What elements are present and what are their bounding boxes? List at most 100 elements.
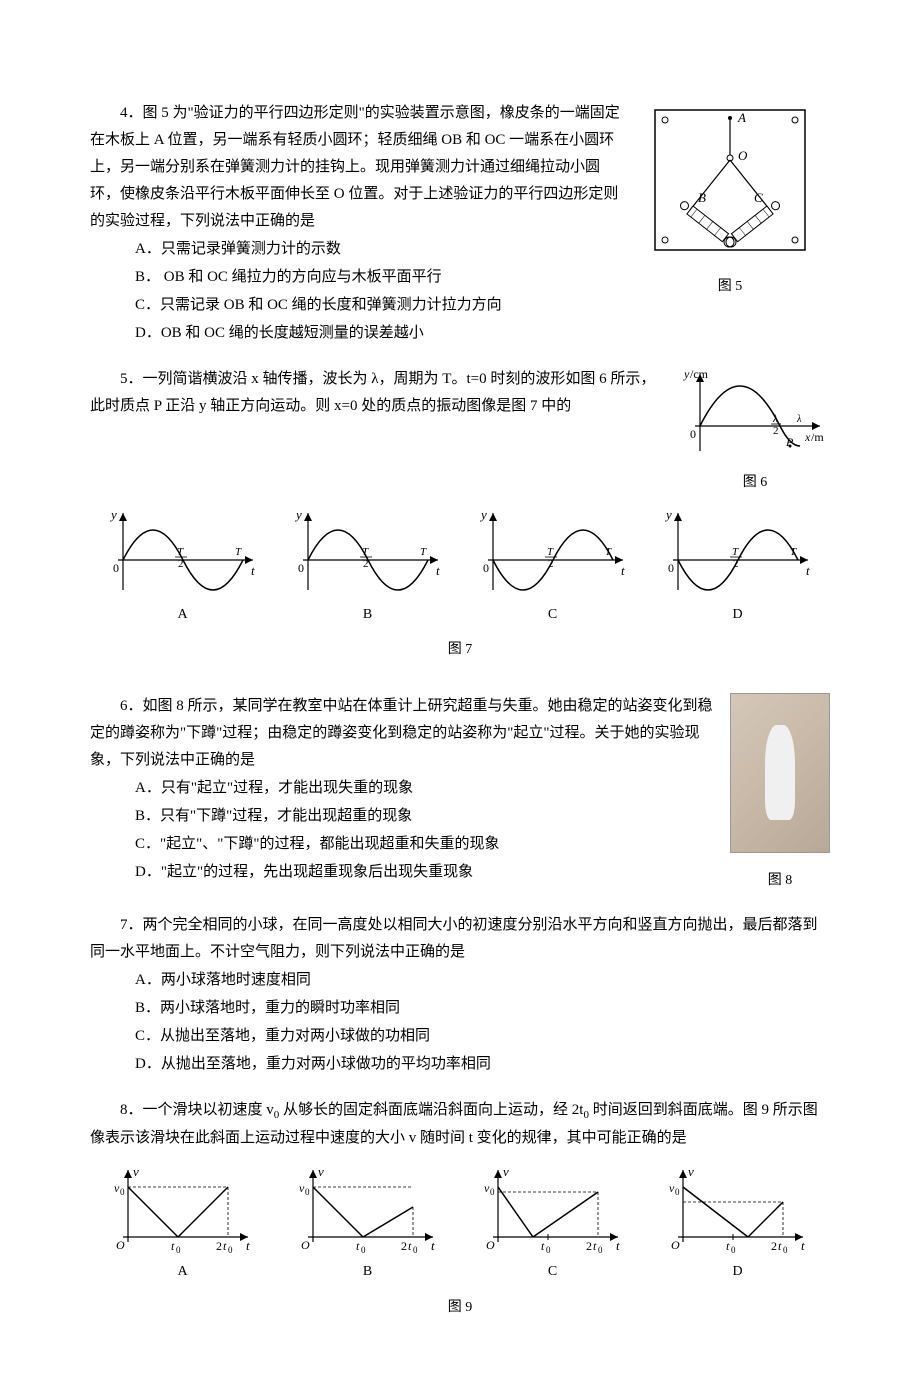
svg-text:O: O xyxy=(671,1238,680,1252)
svg-text:T: T xyxy=(790,546,797,558)
svg-text:x: x xyxy=(804,430,811,444)
svg-text:2: 2 xyxy=(771,1239,777,1253)
q8-choiceD: v v0 O t0 2t0 t D xyxy=(663,1162,813,1284)
svg-text:2: 2 xyxy=(548,558,554,570)
svg-text:t: t xyxy=(541,1239,545,1253)
figure-5-label: 图 5 xyxy=(630,274,830,299)
svg-text:0: 0 xyxy=(490,1187,495,1197)
svg-text:0: 0 xyxy=(120,1187,125,1197)
svg-text:0: 0 xyxy=(305,1187,310,1197)
svg-text:t: t xyxy=(801,1238,805,1253)
svg-text:0: 0 xyxy=(113,561,119,575)
figure-7-label: 图 7 xyxy=(90,637,830,662)
svg-text:/m: /m xyxy=(811,430,824,444)
svg-text:t: t xyxy=(356,1239,360,1253)
svg-text:O: O xyxy=(738,148,748,163)
question-8: 8．一个滑块以初速度 v0 从够长的固定斜面底端沿斜面向上运动，经 2t0 时间… xyxy=(90,1097,830,1320)
q7-options: A．两小球落地时速度相同 B．两小球落地时，重力的瞬时功率相同 C．从抛出至落地… xyxy=(135,967,830,1078)
q4-options: A．只需记录弹簧测力计的示数 B． OB 和 OC 绳拉力的方向应与木板平面平行… xyxy=(135,236,620,347)
q4-optD: D．OB 和 OC 绳的长度越短测量的误差越小 xyxy=(135,320,620,347)
q6-optD: D．"起立"的过程，先出现超重现象后出现失重现象 xyxy=(135,859,720,886)
q5-choiceA: y t 0 T 2 T A xyxy=(103,505,263,627)
svg-text:0: 0 xyxy=(675,1187,680,1197)
svg-text:t: t xyxy=(726,1239,730,1253)
svg-text:t: t xyxy=(806,563,810,578)
figure-8: 图 8 xyxy=(730,693,830,893)
svg-text:T: T xyxy=(547,546,554,558)
q5-choiceD: y t 0 T 2 T D xyxy=(658,505,818,627)
svg-text:λ: λ xyxy=(796,414,802,425)
svg-text:2: 2 xyxy=(178,558,184,570)
svg-text:t: t xyxy=(171,1239,175,1253)
svg-text:y: y xyxy=(294,507,302,522)
svg-text:/cm: /cm xyxy=(690,367,709,381)
svg-text:t: t xyxy=(251,563,255,578)
q8-choiceC: v v0 O t0 2t0 t C xyxy=(478,1162,628,1284)
svg-text:y: y xyxy=(683,367,690,381)
svg-text:T: T xyxy=(420,546,427,558)
figure-6-label: 图 6 xyxy=(680,470,830,495)
q8-text: 8．一个滑块以初速度 v0 从够长的固定斜面底端沿斜面向上运动，经 2t0 时间… xyxy=(90,1097,830,1153)
svg-text:O: O xyxy=(116,1238,125,1252)
svg-text:t: t xyxy=(431,1238,435,1253)
q7-text: 7．两个完全相同的小球，在同一高度处以相同大小的初速度分别沿水平方向和竖直方向抛… xyxy=(90,912,830,966)
svg-text:T: T xyxy=(732,546,739,558)
svg-text:0: 0 xyxy=(731,1245,736,1255)
svg-text:T: T xyxy=(605,546,612,558)
q7-optA: A．两小球落地时速度相同 xyxy=(135,967,830,994)
q5-text: 5．一列简谐横波沿 x 轴传播，波长为 λ，周期为 T。t=0 时刻的波形如图 … xyxy=(90,371,655,414)
svg-text:0: 0 xyxy=(690,427,696,441)
svg-text:y: y xyxy=(664,507,672,522)
svg-text:0: 0 xyxy=(413,1245,418,1255)
svg-text:0: 0 xyxy=(668,561,674,575)
svg-text:t: t xyxy=(593,1239,597,1253)
svg-text:v: v xyxy=(133,1164,139,1179)
svg-text:T: T xyxy=(177,546,184,558)
svg-text:2: 2 xyxy=(363,558,369,570)
figure-5: A O B C 图 5 xyxy=(630,100,830,299)
svg-text:v: v xyxy=(688,1164,694,1179)
svg-text:T: T xyxy=(235,546,242,558)
q7-optC: C．从抛出至落地，重力对两小球做的功相同 xyxy=(135,1023,830,1050)
q7-optD: D．从抛出至落地，重力对两小球做功的平均功率相同 xyxy=(135,1051,830,1078)
q6-optB: B．只有"下蹲"过程，才能出现超重的现象 xyxy=(135,803,720,830)
question-6: 图 8 6．如图 8 所示，某同学在教室中站在体重计上研究超重与失重。她由稳定的… xyxy=(90,693,830,887)
svg-text:t: t xyxy=(778,1239,782,1253)
svg-text:y: y xyxy=(109,507,117,522)
svg-text:O: O xyxy=(301,1238,310,1252)
svg-text:A: A xyxy=(737,110,746,125)
svg-text:0: 0 xyxy=(298,561,304,575)
q6-options: A．只有"起立"过程，才能出现失重的现象 B．只有"下蹲"过程，才能出现超重的现… xyxy=(135,775,720,886)
q4-optC: C．只需记录 OB 和 OC 绳的长度和弹簧测力计拉力方向 xyxy=(135,292,620,319)
q6-optA: A．只有"起立"过程，才能出现失重的现象 xyxy=(135,775,720,802)
q4-optA: A．只需记录弹簧测力计的示数 xyxy=(135,236,620,263)
question-7: 7．两个完全相同的小球，在同一高度处以相同大小的初速度分别沿水平方向和竖直方向抛… xyxy=(90,912,830,1079)
svg-text:t: t xyxy=(616,1238,620,1253)
svg-text:0: 0 xyxy=(546,1245,551,1255)
figure-9-label: 图 9 xyxy=(90,1295,830,1320)
svg-text:y: y xyxy=(479,507,487,522)
svg-text:t: t xyxy=(246,1238,250,1253)
svg-text:0: 0 xyxy=(483,561,489,575)
q5-choiceB: y t 0 T 2 T B xyxy=(288,505,448,627)
q4-optB: B． OB 和 OC 绳拉力的方向应与木板平面平行 xyxy=(135,264,620,291)
q7-optB: B．两小球落地时，重力的瞬时功率相同 xyxy=(135,995,830,1022)
figure-8-label: 图 8 xyxy=(730,868,830,893)
svg-text:2: 2 xyxy=(586,1239,592,1253)
svg-text:2: 2 xyxy=(401,1239,407,1253)
q8-choiceB: v v0 O t0 2t0 t B xyxy=(293,1162,443,1284)
figure-6: y/cm x/m 0 λ 2 P λ 图 6 xyxy=(680,366,830,495)
svg-text:t: t xyxy=(408,1239,412,1253)
photo-placeholder xyxy=(730,693,830,853)
svg-text:B: B xyxy=(698,190,706,205)
q8-choiceA: v v0 O t0 2t0 t A xyxy=(108,1162,258,1284)
svg-text:0: 0 xyxy=(361,1245,366,1255)
q8-choices: v v0 O t0 2t0 t A v v0 O xyxy=(90,1162,830,1284)
svg-text:0: 0 xyxy=(228,1245,233,1255)
question-5: y/cm x/m 0 λ 2 P λ 图 6 5．一列简谐横波沿 x 轴传播，波… xyxy=(90,366,830,663)
q6-optC: C．"起立"、"下蹲"的过程，都能出现超重和失重的现象 xyxy=(135,831,720,858)
svg-text:t: t xyxy=(621,563,625,578)
q4-text: 4．图 5 为"验证力的平行四边形定则"的实验装置示意图，橡皮条的一端固定在木板… xyxy=(90,100,620,235)
svg-text:2: 2 xyxy=(216,1239,222,1253)
svg-text:0: 0 xyxy=(598,1245,603,1255)
